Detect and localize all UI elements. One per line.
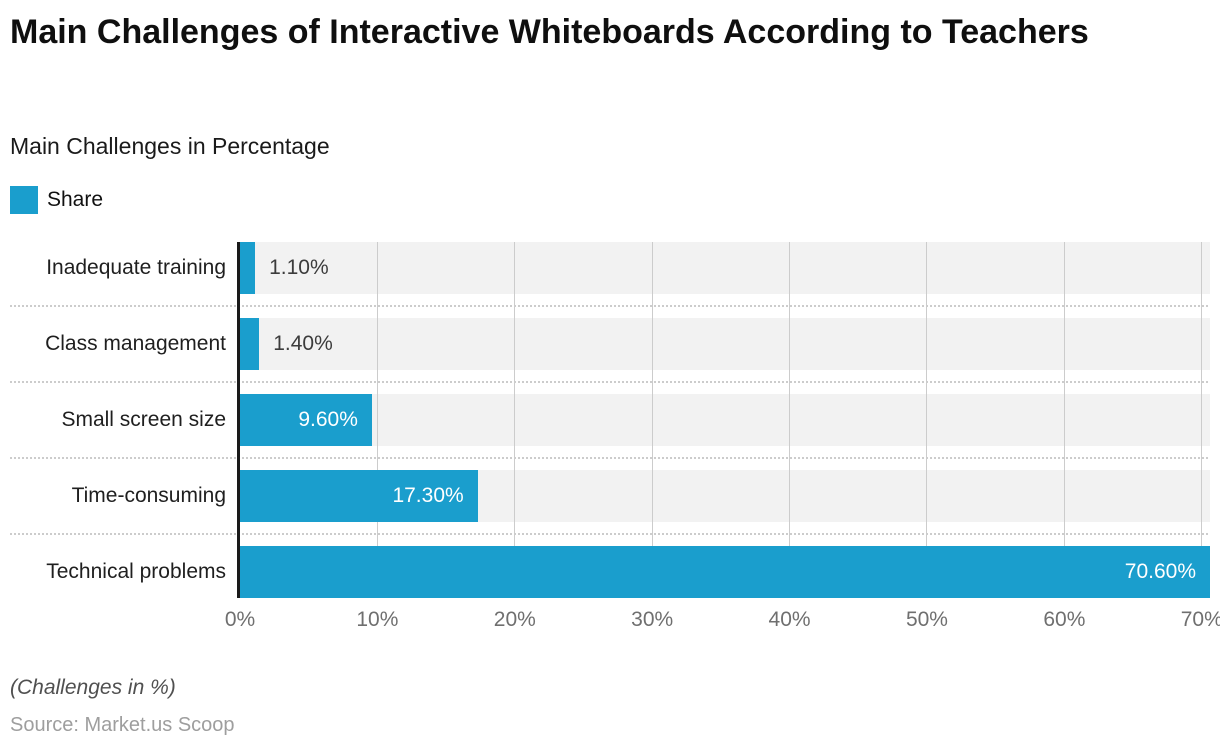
gridline [1201,242,1203,598]
gridline [651,242,653,598]
bar-track [240,394,1210,446]
legend: Share [10,186,103,214]
gridline [514,242,516,598]
value-label: 9.60% [298,408,358,431]
row-separator [10,305,1208,307]
bar[interactable] [240,242,256,294]
category-label: Time-consuming [71,484,226,507]
category-label: Small screen size [61,408,226,431]
bar-row: Small screen size 9.60% [0,394,1220,446]
bar-row: Inadequate training 1.10% [0,242,1220,294]
legend-swatch-icon [10,186,38,214]
bar-row: Class management 1.40% [0,318,1220,370]
bar[interactable] [240,318,260,370]
bar-row: Time-consuming 17.30% [0,470,1220,522]
gridline [376,242,378,598]
bar-track [240,242,1210,294]
bar[interactable] [240,394,372,446]
value-label: 70.60% [1124,560,1196,583]
bar-track [240,318,1210,370]
value-label: 1.10% [269,256,329,279]
chart-subtitle: Main Challenges in Percentage [10,133,330,159]
value-label: 17.30% [392,484,464,507]
x-tick-label: 40% [768,608,811,631]
chart-footnote: (Challenges in %) [10,676,176,699]
x-tick-label: 20% [493,608,536,631]
row-separator [10,457,1208,459]
category-label: Class management [45,332,226,355]
gridline [926,242,928,598]
source-credit: Source: Market.us Scoop [10,714,235,736]
row-separator [10,381,1208,383]
bar-row: Technical problems 70.60% [0,546,1220,598]
x-tick-label: 70% [1180,608,1220,631]
gridline [789,242,791,598]
x-tick-label: 50% [905,608,948,631]
legend-label: Share [47,188,104,211]
y-axis-line [237,242,240,598]
bar[interactable] [240,546,1210,598]
category-label: Inadequate training [46,256,226,279]
gridline [1063,242,1065,598]
x-tick-label: 60% [1043,608,1086,631]
bar[interactable] [240,470,478,522]
value-label: 1.40% [273,332,333,355]
row-separator [10,533,1208,535]
x-tick-label: 10% [356,608,399,631]
category-label: Technical problems [46,560,226,583]
x-tick-label: 0% [224,608,256,631]
x-tick-label: 30% [631,608,674,631]
chart-title: Main Challenges of Interactive Whiteboar… [10,13,1089,51]
